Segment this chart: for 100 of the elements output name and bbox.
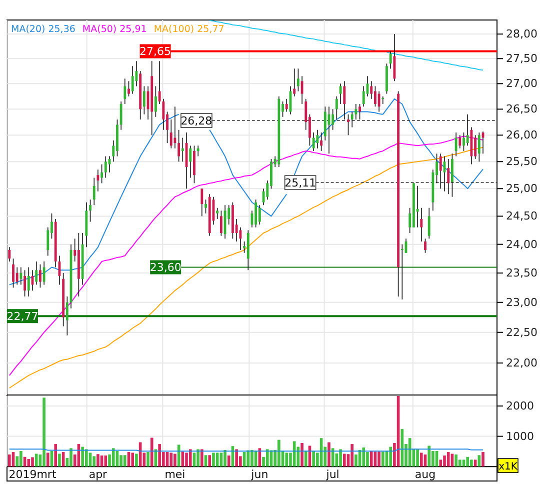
candlestick bbox=[35, 261, 38, 286]
candlestick bbox=[316, 130, 319, 149]
y-axis-title: x1K bbox=[498, 462, 518, 473]
candlestick bbox=[312, 132, 315, 152]
y-tick-label: 23,50 bbox=[506, 266, 538, 280]
x-tick-label: jun bbox=[250, 468, 268, 482]
candlestick bbox=[120, 101, 122, 130]
text: MA(20) 25,36 bbox=[11, 24, 76, 35]
bar bbox=[374, 452, 377, 467]
candlestick bbox=[389, 50, 392, 69]
bar bbox=[96, 454, 100, 467]
candlestick bbox=[239, 226, 242, 250]
ref-line-label: 25,11 bbox=[284, 176, 316, 190]
bar bbox=[235, 449, 238, 467]
bar bbox=[220, 452, 223, 467]
candlestick bbox=[189, 145, 192, 178]
candlestick bbox=[89, 199, 92, 222]
bar bbox=[216, 452, 219, 467]
text: MA(50) 25,91 bbox=[82, 24, 147, 35]
bar bbox=[354, 454, 358, 467]
bar bbox=[120, 455, 122, 467]
y-tick-label: 1000 bbox=[506, 430, 534, 443]
candlestick bbox=[285, 98, 288, 112]
bar bbox=[400, 429, 404, 467]
bar bbox=[146, 452, 150, 467]
candlestick bbox=[27, 266, 30, 297]
candlestick bbox=[12, 258, 14, 288]
bar bbox=[304, 450, 308, 467]
ref-line-label: 27,65 bbox=[140, 45, 172, 58]
candlestick bbox=[478, 132, 480, 162]
candlestick bbox=[220, 210, 222, 236]
bar bbox=[42, 398, 46, 467]
bar bbox=[278, 440, 280, 467]
x-tick-label: apr bbox=[88, 468, 108, 482]
bar bbox=[227, 456, 230, 467]
bar bbox=[350, 444, 354, 467]
bar bbox=[462, 460, 466, 467]
candlestick bbox=[400, 244, 404, 300]
candlestick bbox=[100, 164, 104, 184]
bar bbox=[70, 448, 72, 467]
bar bbox=[174, 454, 176, 467]
candlestick bbox=[170, 119, 172, 149]
candlestick bbox=[181, 137, 184, 162]
bar bbox=[124, 455, 126, 467]
candlestick bbox=[350, 111, 354, 128]
bar bbox=[31, 457, 34, 467]
x-tick-label: 2019mrt bbox=[8, 468, 57, 482]
candlestick bbox=[154, 86, 157, 118]
candlestick bbox=[42, 261, 46, 286]
y-tick-label: 22,50 bbox=[506, 326, 538, 339]
candlestick bbox=[347, 114, 350, 136]
bar bbox=[339, 449, 342, 467]
candlestick bbox=[439, 153, 442, 190]
y-tick-label: 25,50 bbox=[506, 155, 538, 168]
x-tick-label: jul bbox=[325, 468, 340, 482]
bar bbox=[131, 452, 134, 467]
candlestick bbox=[24, 270, 26, 297]
candlestick bbox=[16, 266, 18, 286]
candlestick bbox=[142, 86, 146, 115]
x-tick-label: mei bbox=[164, 468, 186, 482]
bar bbox=[204, 455, 208, 467]
bar bbox=[192, 452, 196, 467]
bar bbox=[208, 455, 212, 467]
bar bbox=[8, 454, 11, 467]
candlestick bbox=[104, 156, 107, 178]
candlestick bbox=[393, 34, 396, 82]
ref-line-label: 22,77 bbox=[6, 310, 38, 324]
y-tick-label: 27,50 bbox=[506, 52, 538, 66]
candlestick bbox=[124, 78, 126, 104]
candlestick bbox=[447, 158, 450, 195]
bar bbox=[188, 449, 192, 467]
candlestick bbox=[216, 207, 219, 220]
candlestick bbox=[66, 296, 68, 336]
candlestick bbox=[382, 96, 384, 104]
candlestick bbox=[178, 130, 180, 162]
candlestick bbox=[200, 188, 204, 217]
bar bbox=[85, 449, 88, 467]
candlestick bbox=[354, 104, 358, 120]
bar bbox=[246, 450, 250, 467]
bar bbox=[285, 452, 288, 467]
bar bbox=[300, 442, 304, 467]
bar bbox=[328, 442, 330, 467]
bar bbox=[212, 452, 215, 467]
y-tick-label: 25,00 bbox=[506, 182, 538, 196]
candlestick bbox=[293, 68, 296, 97]
bar bbox=[389, 446, 392, 467]
y-tick-label: 22,00 bbox=[506, 356, 538, 370]
y-tick-label: 26,00 bbox=[506, 128, 538, 142]
y-tick-label: 26,50 bbox=[506, 102, 538, 116]
bar bbox=[428, 446, 430, 467]
bar bbox=[81, 446, 84, 467]
candlestick bbox=[131, 66, 134, 94]
y-tick-label: 27,00 bbox=[506, 77, 538, 90]
candlestick bbox=[335, 96, 338, 120]
bar bbox=[250, 450, 254, 467]
candlestick bbox=[362, 86, 365, 107]
bar bbox=[58, 454, 61, 467]
candlestick bbox=[466, 114, 469, 146]
candlestick bbox=[420, 207, 423, 242]
y-tick-label: 28,00 bbox=[506, 28, 538, 41]
